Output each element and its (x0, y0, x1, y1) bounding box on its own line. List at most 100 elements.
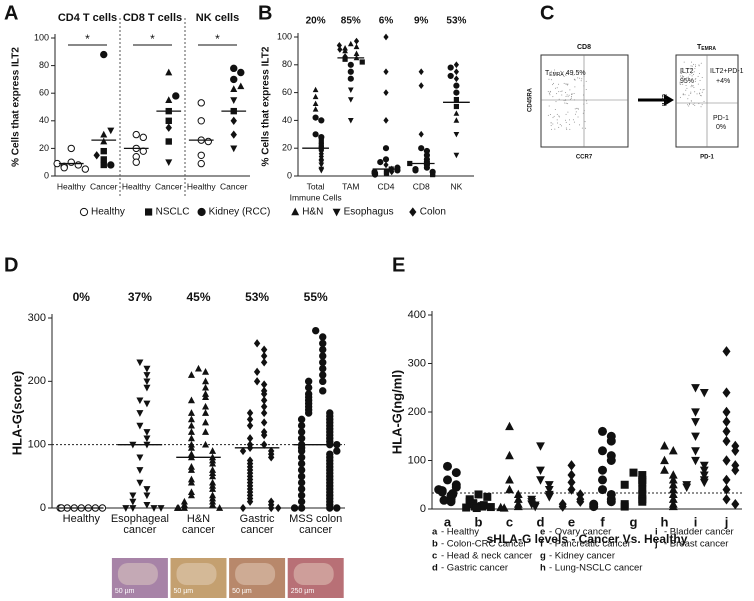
y-axis-label: % Cells that express ILT2 (261, 46, 272, 166)
point (347, 87, 354, 93)
point (297, 491, 306, 500)
point (312, 106, 319, 112)
point (319, 377, 327, 386)
point (598, 426, 607, 436)
event-dot (585, 100, 587, 102)
event-dot (567, 96, 569, 98)
point (447, 72, 454, 80)
point (297, 504, 306, 512)
flow-title: TEMRA (697, 44, 716, 52)
key-text: - Pancreatic cancer (549, 539, 631, 550)
point (722, 387, 731, 398)
point (423, 164, 431, 171)
event-dot (682, 76, 684, 78)
point (122, 505, 130, 512)
y-tick-label: 40 (39, 115, 49, 125)
event-dot (687, 98, 689, 100)
point (699, 478, 709, 488)
point (443, 461, 452, 471)
point (682, 483, 692, 492)
significance: * (215, 32, 220, 46)
key-text: - Lung-NSCLC cancer (549, 563, 642, 574)
event-dot (688, 94, 690, 96)
event-dot (682, 83, 684, 85)
event-dot (554, 71, 556, 73)
key-letter: c (432, 551, 437, 562)
event-dot (556, 113, 558, 115)
point (246, 497, 254, 506)
event-dot (692, 103, 694, 105)
point (202, 402, 210, 410)
point (478, 502, 487, 511)
point (722, 426, 731, 437)
event-dot (573, 92, 575, 94)
panel-label: D (4, 254, 18, 276)
event-dot (582, 94, 584, 96)
event-dot (566, 83, 568, 85)
event-dot (583, 75, 585, 77)
event-dot (697, 83, 699, 85)
scale-bar-label: 50 µm (174, 588, 194, 595)
event-dot (558, 116, 560, 118)
event-dot (552, 84, 554, 86)
point (342, 47, 348, 54)
point (589, 502, 599, 512)
point (202, 428, 210, 435)
event-dot (556, 87, 558, 89)
y-tick-label: 100 (34, 32, 49, 42)
point (194, 364, 203, 372)
point (312, 100, 319, 107)
point (100, 161, 107, 169)
y-tick-label: 0 (287, 170, 292, 180)
event-dot (683, 76, 685, 78)
point (246, 421, 254, 430)
point (505, 475, 514, 484)
point (202, 367, 210, 375)
point (382, 145, 390, 152)
point (505, 450, 514, 460)
key-text: - Ovary cancer (549, 527, 611, 538)
point (691, 447, 700, 456)
point (342, 56, 348, 62)
point (453, 131, 460, 138)
y-tick-label: 80 (282, 59, 292, 69)
event-dot (687, 76, 689, 78)
x-tick-label: Healthy (63, 513, 101, 525)
category-header: 6% (379, 16, 394, 27)
flow-x-label: PD-1 (700, 155, 714, 161)
point (267, 503, 275, 513)
point (230, 64, 238, 73)
point (319, 339, 327, 348)
point (691, 456, 700, 466)
event-dot (552, 96, 554, 98)
event-dot (568, 119, 570, 121)
point (347, 61, 354, 68)
point (326, 504, 334, 512)
y-tick-label: 40 (282, 115, 292, 125)
event-dot (583, 103, 585, 105)
point (446, 497, 456, 507)
event-dot (689, 71, 691, 73)
point (297, 428, 306, 436)
point (100, 156, 107, 163)
point (606, 436, 616, 446)
point (722, 346, 731, 357)
point (237, 82, 245, 90)
event-dot (560, 71, 562, 73)
point (606, 497, 616, 507)
event-dot (574, 113, 576, 115)
event-dot (701, 104, 703, 106)
tissue-texture (176, 563, 217, 585)
event-dot (565, 121, 567, 123)
point (107, 127, 115, 135)
event-dot (682, 80, 684, 82)
point (312, 326, 320, 335)
point (620, 480, 629, 489)
x-tick-label: Esophageal (111, 513, 169, 525)
point (342, 45, 348, 51)
event-dot (691, 75, 693, 77)
point (100, 137, 108, 145)
point (187, 466, 195, 473)
event-dot (556, 119, 558, 121)
flow-title: CD8 (577, 44, 591, 51)
